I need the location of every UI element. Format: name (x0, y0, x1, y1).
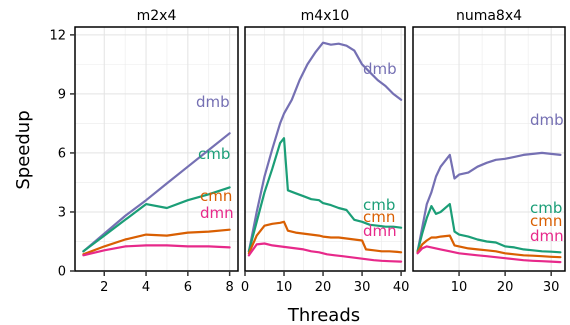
series-label-dmb: dmb (363, 60, 397, 78)
series-label-dmn: dmn (363, 222, 397, 240)
x-tick-label: 10 (276, 280, 293, 295)
panel-border (244, 26, 406, 272)
y-tick-label: 3 (58, 205, 66, 220)
x-tick-label: 4 (142, 280, 150, 295)
x-tick-label: 6 (184, 280, 192, 295)
series-line-cmb (416, 203, 562, 254)
series-line-cmn (416, 234, 562, 259)
x-tick-label: 2 (100, 280, 108, 295)
facet-title: m4x10 (301, 8, 350, 24)
series-label-dmn: dmn (200, 204, 234, 222)
series-label-dmb: dmb (530, 111, 564, 129)
panel-border (412, 26, 566, 272)
y-axis-title: Speedup (13, 110, 34, 189)
x-axis-title: Threads (287, 305, 360, 325)
facet-title: numa8x4 (456, 8, 522, 24)
facet-title: m2x4 (137, 8, 177, 24)
panel-border (74, 26, 239, 272)
series-line-cmb (82, 186, 231, 253)
series-label-cmn: cmn (200, 187, 232, 205)
series-line-dmn (416, 245, 562, 264)
x-tick-label: 20 (497, 280, 514, 295)
series-label-cmb: cmb (530, 199, 562, 217)
series-line-cmn (82, 228, 231, 256)
series-line-dmb (82, 132, 231, 253)
series-label-dmn: dmn (530, 227, 564, 245)
series-label-cmn: cmn (530, 212, 562, 230)
series-line-dmb (247, 41, 403, 253)
x-tick-label: 30 (543, 280, 560, 295)
x-tick-label: 30 (354, 280, 371, 295)
y-tick-label: 0 (58, 265, 66, 280)
series-line-dmn (82, 244, 231, 257)
y-tick-label: 12 (49, 28, 66, 43)
series-line-cmb (247, 137, 403, 253)
series-line-cmn (247, 220, 403, 255)
series-line-dmn (247, 242, 403, 263)
x-tick-label: 0 (241, 280, 249, 295)
series-label-cmb: cmb (363, 196, 395, 214)
series-label-dmb: dmb (196, 93, 230, 111)
series-line-dmb (416, 151, 562, 253)
series-label-cmb: cmb (198, 145, 230, 163)
y-tick-label: 6 (58, 146, 66, 161)
series-label-cmn: cmn (363, 208, 395, 226)
x-tick-label: 10 (451, 280, 468, 295)
y-tick-label: 9 (58, 87, 66, 102)
x-tick-label: 8 (226, 280, 234, 295)
x-tick-label: 20 (315, 280, 332, 295)
x-tick-label: 40 (393, 280, 410, 295)
